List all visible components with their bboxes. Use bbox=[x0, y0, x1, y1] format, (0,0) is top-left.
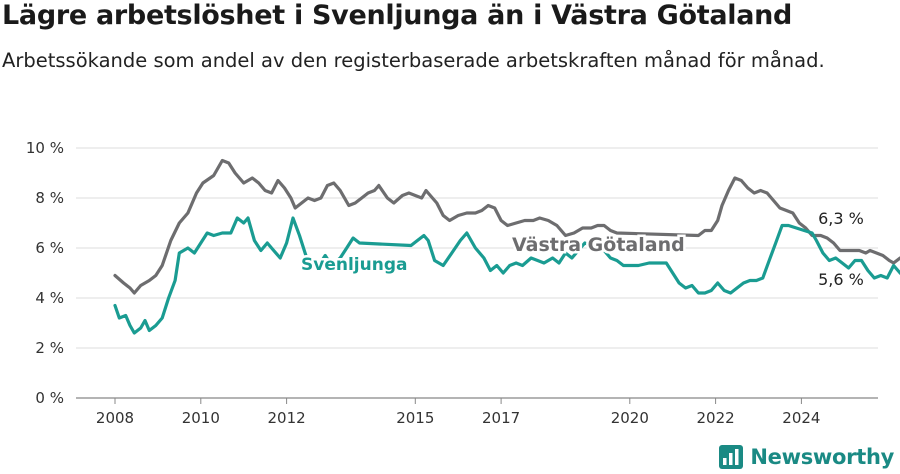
x-tick-label: 2008 bbox=[96, 409, 134, 427]
series-line-svenljunga bbox=[113, 216, 900, 335]
y-tick-label: 10 % bbox=[26, 139, 64, 157]
newsworthy-logo: Newsworthy bbox=[718, 444, 894, 470]
series-labels: Svenljunga Västra Götaland 6,3 % 5,6 % bbox=[299, 209, 864, 289]
end-value-label: 5,6 % bbox=[818, 270, 864, 289]
y-axis: 0 % 2 % 4 % 6 % 8 % 10 % bbox=[26, 139, 64, 407]
y-tick-label: 6 % bbox=[35, 239, 64, 257]
brand-name: Newsworthy bbox=[750, 445, 894, 469]
series-name-label: Svenljunga bbox=[301, 255, 407, 275]
y-tick-label: 0 % bbox=[35, 389, 64, 407]
newsworthy-icon bbox=[719, 445, 744, 469]
y-tick-label: 4 % bbox=[35, 289, 64, 307]
x-tick-label: 2022 bbox=[697, 409, 735, 427]
series-line-vastra-gotaland bbox=[113, 158, 900, 295]
series-name-label: Västra Götaland bbox=[512, 234, 685, 256]
x-tick-label: 2024 bbox=[782, 409, 820, 427]
x-tick-label: 2012 bbox=[268, 409, 306, 427]
y-tick-label: 8 % bbox=[35, 189, 64, 207]
end-value-label: 6,3 % bbox=[818, 209, 864, 228]
chart-title: Lägre arbetslöshet i Svenljunga än i Väs… bbox=[2, 0, 793, 31]
x-tick-label: 2010 bbox=[182, 409, 220, 427]
x-tick-label: 2017 bbox=[482, 409, 520, 427]
series-lines bbox=[113, 158, 900, 335]
x-axis: 2008 2010 2012 2015 2017 2020 2022 2024 bbox=[96, 398, 820, 427]
grid-lines bbox=[76, 147, 878, 399]
x-tick-label: 2015 bbox=[396, 409, 434, 427]
chart-subtitle: Arbetssökande som andel av den registerb… bbox=[2, 49, 825, 72]
x-tick-label: 2020 bbox=[611, 409, 649, 427]
y-tick-label: 2 % bbox=[35, 339, 64, 357]
